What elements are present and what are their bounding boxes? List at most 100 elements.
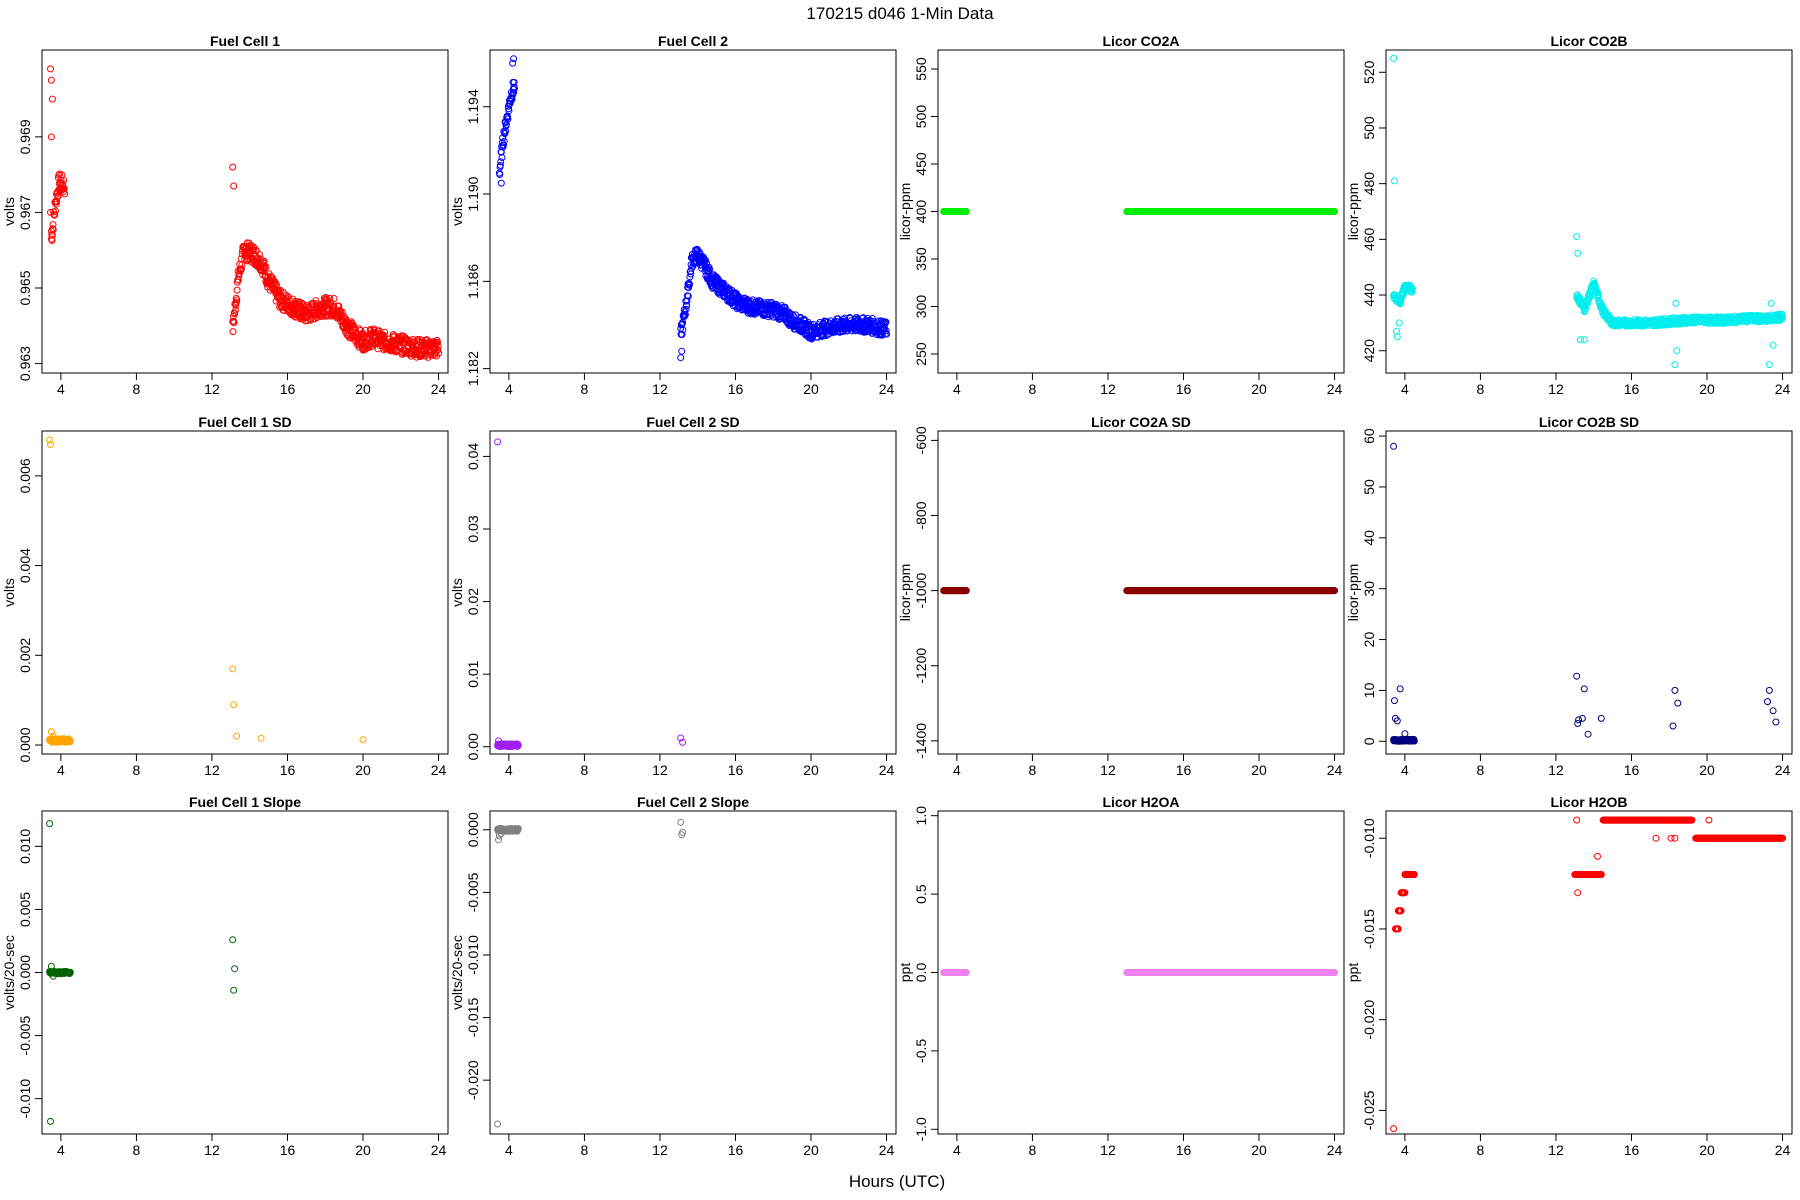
x-tick-label: 8 (1477, 762, 1485, 778)
data-point (841, 314, 849, 322)
y-axis-label: volts (1, 197, 17, 226)
data-point (1408, 288, 1416, 296)
data-point (962, 208, 970, 215)
plot-frame (41, 810, 449, 1135)
data-point (48, 95, 56, 103)
panel: Fuel Cell 24 8 12 16 20 241.1821.1861.1901.19… (449, 33, 897, 397)
data-point (1772, 718, 1780, 726)
panel: Fuel Cell 14 8 12 16 20 240.9630.9650.9670.96… (1, 33, 449, 397)
y-tick-label: 0.965 (17, 270, 33, 305)
x-tick-label: 12 (1100, 762, 1116, 778)
data-point (61, 190, 69, 198)
data-point (233, 732, 240, 740)
data-point (696, 249, 704, 257)
y-tick-label: 420 (1361, 339, 1377, 363)
panel-title: Licor CO2B SD (1539, 414, 1639, 430)
data-point (337, 307, 345, 315)
x-tick-label: 8 (133, 381, 141, 397)
y-tick-label: 300 (913, 295, 929, 319)
plot-frame (489, 810, 897, 1135)
data-point (230, 319, 238, 327)
data-point (257, 734, 265, 742)
data-point (233, 286, 241, 294)
x-tick-label: 16 (1176, 1142, 1192, 1158)
data-point (788, 310, 796, 318)
data-point (381, 328, 389, 336)
x-tick-label: 12 (1100, 1142, 1116, 1158)
data-point (704, 267, 712, 275)
x-tick-label: 24 (431, 381, 447, 397)
data-point (494, 1120, 502, 1128)
data-point (330, 295, 338, 302)
x-tick-label: 8 (133, 1142, 141, 1158)
x-tick-label: 8 (1477, 381, 1485, 397)
x-tick-label: 4 (57, 381, 65, 397)
x-tick-label: 12 (652, 762, 668, 778)
data-points (940, 208, 1339, 215)
x-tick-label: 16 (280, 381, 296, 397)
panel-title: Fuel Cell 2 Slope (637, 794, 749, 810)
x-tick-label: 16 (1176, 381, 1192, 397)
data-point (683, 297, 691, 305)
x-tick-label: 20 (355, 381, 371, 397)
data-points (46, 436, 367, 746)
y-tick-label: 480 (1361, 172, 1377, 196)
x-tick-label: 8 (1029, 762, 1037, 778)
data-point (59, 180, 67, 188)
data-point (1390, 442, 1398, 450)
data-point (1769, 341, 1777, 349)
data-point (1769, 707, 1777, 715)
y-tick-label: 1.182 (465, 351, 481, 386)
y-tick-label: 0.03 (465, 515, 481, 542)
data-points (495, 55, 891, 362)
data-point (1408, 285, 1416, 293)
data-point (678, 347, 686, 355)
data-point (498, 154, 506, 161)
data-point (230, 701, 238, 709)
y-tick-label: 0.004 (17, 548, 33, 583)
data-point (47, 208, 54, 216)
panel-title: Fuel Cell 1 Slope (189, 794, 301, 810)
plot-frame (489, 430, 897, 755)
y-tick-label: -800 (913, 501, 929, 529)
data-point (756, 297, 764, 305)
data-point (683, 301, 691, 309)
data-point (273, 281, 280, 289)
y-tick-label: 60 (1361, 428, 1377, 444)
x-tick-label: 8 (581, 762, 589, 778)
y-tick-label: -0.015 (465, 998, 481, 1038)
y-axis-label: licor-ppm (1345, 564, 1361, 622)
x-tick-label: 20 (803, 1142, 819, 1158)
y-tick-label: 550 (913, 57, 929, 81)
data-point (510, 55, 518, 63)
data-points (47, 65, 443, 361)
y-tick-label: 1.186 (465, 264, 481, 299)
x-tick-label: 12 (204, 381, 220, 397)
plot-frame (489, 49, 897, 374)
x-tick-label: 20 (1251, 762, 1267, 778)
y-tick-label: 0.002 (17, 638, 33, 673)
x-tick-label: 20 (1251, 1142, 1267, 1158)
x-tick-label: 16 (728, 1142, 744, 1158)
y-axis-label: volts/20-sec (1, 935, 17, 1010)
data-point (805, 320, 812, 328)
panel-title: Licor CO2B (1550, 33, 1627, 49)
y-tick-label: 0.963 (17, 346, 33, 381)
x-tick-label: 24 (1775, 381, 1791, 397)
data-points (494, 818, 687, 1128)
y-tick-label: -1.0 (913, 1117, 929, 1141)
data-point (231, 310, 239, 318)
data-point (362, 327, 369, 334)
data-points (1390, 54, 1787, 369)
y-tick-label: 20 (1361, 632, 1377, 648)
data-point (49, 221, 57, 229)
data-point (250, 244, 258, 252)
data-point (1574, 249, 1582, 257)
x-tick-label: 24 (431, 1142, 447, 1158)
y-tick-label: 450 (913, 152, 929, 176)
y-axis-label: volts (449, 197, 465, 226)
data-point (500, 141, 507, 149)
